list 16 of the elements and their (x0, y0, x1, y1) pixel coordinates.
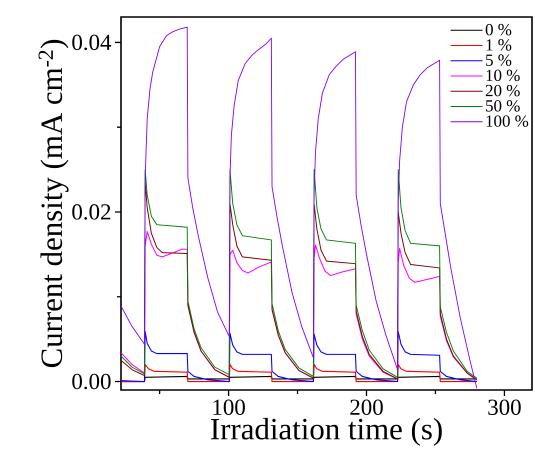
legend-label: 100 % (486, 115, 528, 127)
x-axis-title: Irradiation time (s) (210, 418, 442, 446)
y-tick-label: 0.02 (72, 204, 110, 220)
legend-label: 20 % (486, 84, 520, 96)
legend-label: 50 % (486, 100, 520, 112)
legend-label: 5 % (486, 54, 512, 66)
x-tick-label: 300 (488, 400, 521, 415)
y-tick-label: 0.04 (72, 34, 112, 50)
legend-label: 0 % (486, 24, 512, 36)
legend-label: 1 % (486, 39, 512, 51)
x-tick-label: 100 (213, 400, 245, 415)
x-tick-label: 200 (350, 400, 383, 415)
legend-label: 10 % (486, 70, 520, 82)
line-series (121, 330, 478, 382)
y-tick-label: 0.00 (72, 374, 111, 390)
y-axis-title: Current density (mA cm$^{-2}$) (38, 40, 69, 368)
